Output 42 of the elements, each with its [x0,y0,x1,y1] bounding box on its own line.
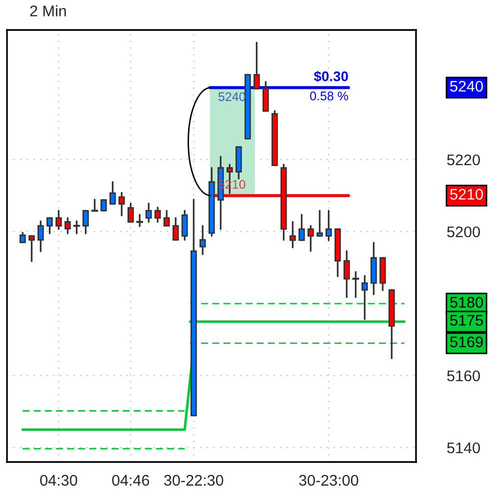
candlestick [146,202,152,223]
annotation: $0.30 [314,70,348,82]
x-tick-label: 04:30 [40,474,78,486]
candlestick [64,217,71,234]
x-tick-label: 30-23:00 [299,474,358,486]
candlestick [254,42,260,90]
candlestick [362,275,368,320]
y-tick-label: 5200 [447,226,480,238]
chart-title: 2 Min [30,5,66,16]
candlestick [182,210,188,241]
candlestick [290,221,296,248]
ref-line-label: 5169 [450,336,483,348]
ref-line-label: 5180 [450,296,483,308]
text: 5240 [450,80,483,92]
candlestick [326,210,332,242]
candlestick [37,220,44,252]
y-tick-label: 5140 [447,442,480,454]
candlestick [172,217,179,241]
y-tick-label: 5220 [447,154,480,166]
candlestick [200,225,206,256]
x-tick-label: 04:46 [112,474,150,486]
candlestick [344,250,350,298]
candlestick [110,181,116,205]
x-tick-label: 30-22:30 [164,474,224,486]
candlestick [19,232,26,244]
candlestick [82,210,89,234]
candlestick [28,235,35,262]
candlestick [154,206,161,223]
candlestick [262,81,269,112]
candlestick [128,202,134,223]
candlestick [308,225,314,252]
text: 5210 [450,188,483,200]
y-tick-label: 5160 [447,370,480,382]
candlestick [100,199,107,212]
ref-line-label: 5175 [450,315,483,326]
candlestick [46,217,53,234]
annotation: 0.58 % [310,92,348,100]
candlestick [55,210,62,230]
candlestick [316,210,323,237]
candlestick [298,214,305,242]
candlestick [118,192,125,216]
candlestick [164,210,170,227]
